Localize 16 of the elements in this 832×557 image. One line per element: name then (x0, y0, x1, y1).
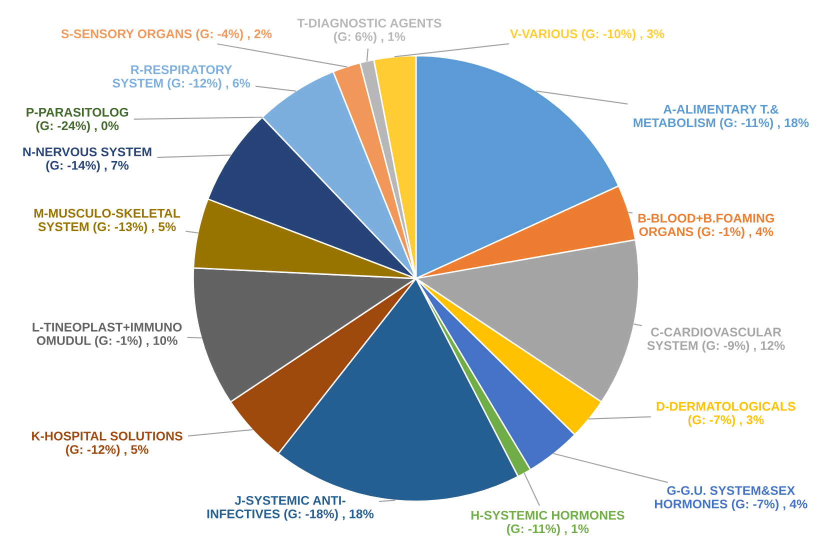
slice-label: H-SYSTEMIC HORMONES (G: -11%) , 1% (471, 510, 624, 536)
slice-label: M-MUSCULO-SKELETAL SYSTEM (G: -13%) , 5% (34, 208, 180, 234)
slice-label: S-SENSORY ORGANS (G: -4%) , 2% (61, 29, 272, 41)
slice-label: T-DIAGNOSTIC AGENTS (G: 6%) , 1% (297, 18, 442, 44)
slice-label: G-G.U. SYSTEM&SEX HORMONES (G: -7%) , 4% (654, 486, 808, 511)
slice-label: R-RESPIRATORY SYSTEM (G: -12%) , 6% (112, 65, 250, 90)
slice-label: D-DERMATOLOGICALS (G: -7%) , 3% (656, 402, 796, 427)
slice-label: A-ALIMENTARY T.& METABOLISM (G: -11%) , 18% (634, 104, 809, 130)
slice-label: K-HOSPITAL SOLUTIONS (G: -12%) , 5% (32, 432, 182, 456)
category-label: P-PARASITOLOG (G: -24%) , 0% (26, 108, 128, 133)
slice-label: L-TINEOPLAST+IMMUNO OMUDUL (G: -1%) , 10% (32, 322, 182, 348)
slice-label: B-BLOOD+B.FOAMING ORGANS (G: -1%) , 4% (638, 214, 774, 239)
slice-label: N-NERVOUS SYSTEM (G: -14%) , 7% (23, 147, 152, 172)
slice-label: J-SYSTEMIC ANTI- INFECTIVES (G: -18%) , 18% (207, 496, 374, 521)
slice-label: C-CARDIOVASCULAR SYSTEM (G: -9%) , 12% (647, 328, 785, 352)
slice-label: V-VARIOUS (G: -10%) , 3% (510, 29, 664, 41)
